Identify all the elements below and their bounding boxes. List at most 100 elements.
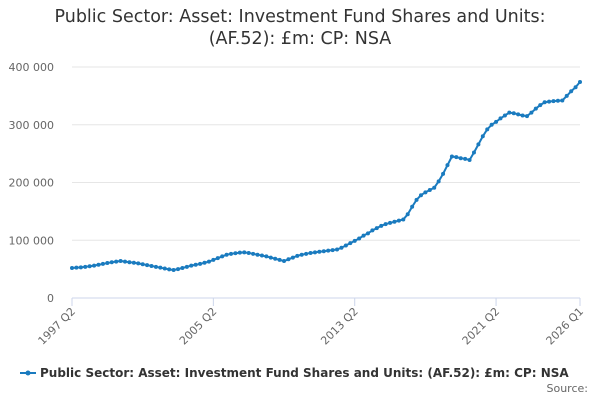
data-point xyxy=(529,110,534,115)
data-point xyxy=(251,251,256,256)
y-tick-label: 200 000 xyxy=(9,177,55,190)
data-point xyxy=(542,100,547,105)
data-point xyxy=(259,253,264,258)
data-point xyxy=(158,265,163,270)
data-point xyxy=(312,250,317,255)
data-point xyxy=(410,204,415,209)
data-point xyxy=(330,248,335,253)
data-point xyxy=(538,103,543,108)
series-line xyxy=(71,81,581,272)
data-point xyxy=(348,241,353,246)
y-tick-label: 300 000 xyxy=(9,119,55,132)
data-point xyxy=(162,266,167,271)
data-point xyxy=(171,267,176,272)
x-tick-label: 2005 Q2 xyxy=(177,305,220,348)
data-point xyxy=(383,222,388,227)
data-point xyxy=(255,252,260,257)
data-point xyxy=(494,119,499,124)
y-tick-label: 100 000 xyxy=(9,234,55,247)
data-point xyxy=(105,261,110,266)
data-point xyxy=(229,251,234,256)
data-point xyxy=(343,243,348,248)
data-point xyxy=(83,264,88,269)
data-point xyxy=(573,85,578,90)
data-point xyxy=(471,150,476,155)
y-tick-label: 0 xyxy=(47,292,54,305)
legend-label: Public Sector: Asset: Investment Fund Sh… xyxy=(40,366,569,380)
data-point xyxy=(70,265,74,270)
data-point xyxy=(131,260,136,265)
data-point xyxy=(370,228,375,233)
x-tick-label: 1997 Q2 xyxy=(36,305,79,348)
data-point xyxy=(533,106,538,111)
data-point xyxy=(458,156,463,161)
data-point xyxy=(127,260,132,265)
data-point xyxy=(176,267,181,272)
data-point xyxy=(264,254,269,259)
data-point xyxy=(246,250,251,255)
data-point xyxy=(365,231,370,236)
data-point xyxy=(507,110,512,115)
source-label: Source: xyxy=(547,382,589,395)
data-point xyxy=(564,93,569,98)
data-point xyxy=(268,255,273,260)
data-point xyxy=(449,154,454,159)
data-point xyxy=(74,265,79,270)
data-point xyxy=(361,233,366,238)
data-point xyxy=(374,226,379,231)
data-point xyxy=(100,261,105,266)
data-point xyxy=(96,262,101,267)
data-point xyxy=(118,259,123,264)
data-point xyxy=(569,89,574,94)
data-point xyxy=(547,99,552,104)
data-point xyxy=(476,142,481,147)
data-point xyxy=(555,98,560,103)
data-point xyxy=(480,134,485,139)
data-point xyxy=(401,217,406,222)
data-point xyxy=(198,261,203,266)
data-point xyxy=(277,257,282,262)
data-point xyxy=(463,156,468,161)
data-point xyxy=(273,256,278,261)
data-point xyxy=(145,263,150,268)
data-point xyxy=(321,249,326,254)
data-point xyxy=(388,220,393,225)
data-point xyxy=(237,250,242,255)
data-point xyxy=(396,218,401,223)
data-point xyxy=(153,264,158,269)
data-point xyxy=(286,257,291,262)
data-point xyxy=(414,197,419,202)
data-point xyxy=(467,157,472,162)
data-point xyxy=(511,111,516,116)
data-point xyxy=(149,263,154,268)
data-point xyxy=(560,98,565,103)
data-point xyxy=(167,267,172,272)
data-point xyxy=(520,113,525,118)
data-point xyxy=(352,238,357,243)
x-tick-label: 2021 Q2 xyxy=(460,305,503,348)
data-point xyxy=(357,236,362,241)
legend-marker xyxy=(25,370,31,376)
data-point xyxy=(392,219,397,224)
data-point xyxy=(326,248,331,253)
data-point xyxy=(114,259,119,264)
data-point xyxy=(215,256,220,261)
data-point xyxy=(317,249,322,254)
data-point xyxy=(551,99,556,104)
data-point xyxy=(224,252,229,257)
data-point xyxy=(308,250,313,255)
data-point xyxy=(180,265,185,270)
data-point xyxy=(211,257,216,262)
data-point xyxy=(299,252,304,257)
x-tick-label: 2026 Q1 xyxy=(544,305,587,348)
data-point xyxy=(432,185,437,190)
data-point xyxy=(123,259,128,264)
data-point xyxy=(242,250,247,255)
data-point xyxy=(335,247,340,252)
data-point xyxy=(233,251,238,256)
data-point xyxy=(78,265,83,270)
data-point xyxy=(445,163,450,168)
data-point xyxy=(140,262,145,267)
